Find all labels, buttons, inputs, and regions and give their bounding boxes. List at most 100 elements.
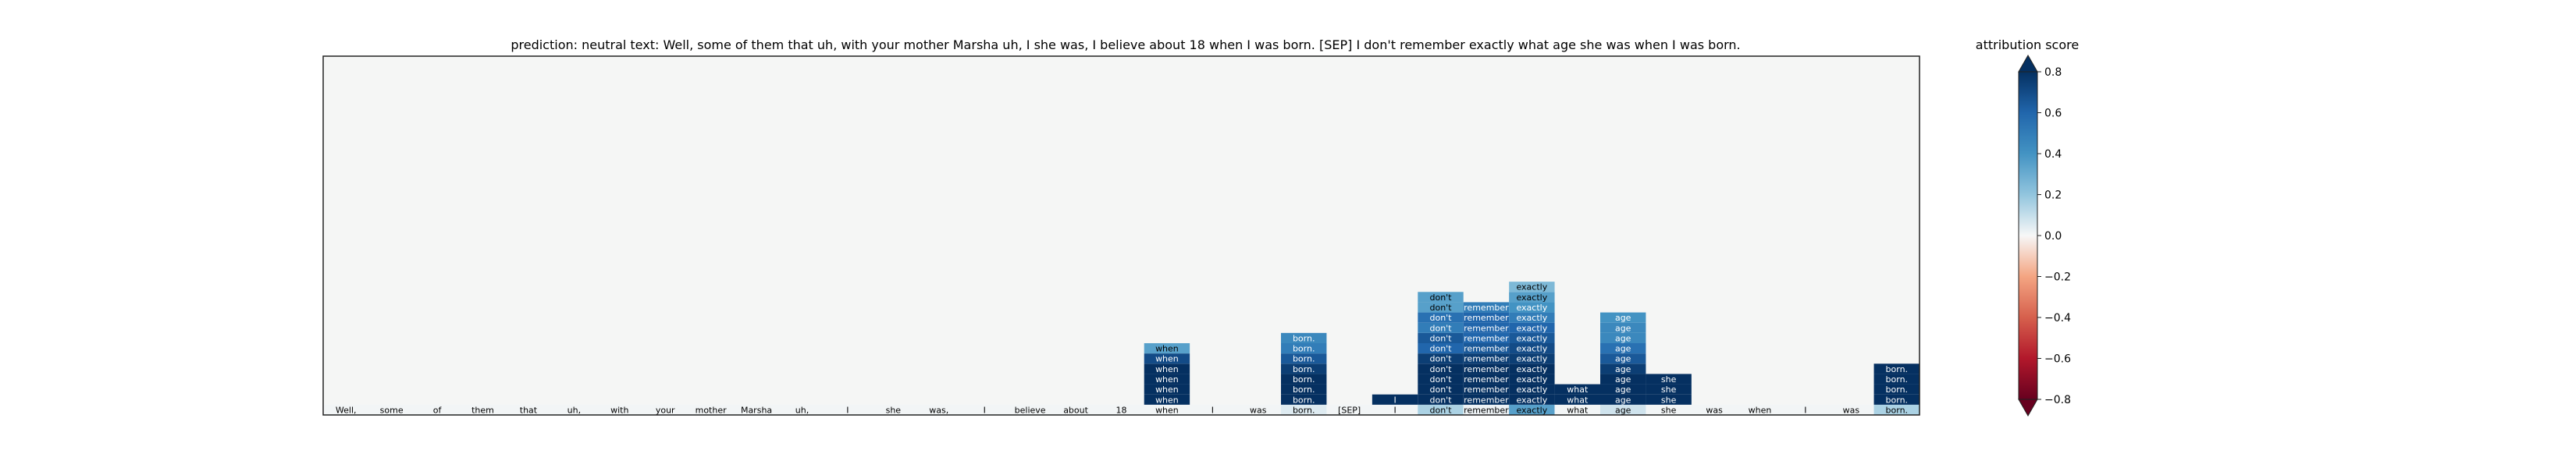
token-28-row-3-label: age	[1615, 374, 1631, 385]
token-3-label: them	[471, 405, 494, 415]
token-25-row-5-label: remember	[1464, 354, 1509, 364]
token-34-row-2-label: born.	[1886, 385, 1909, 395]
token-31-label: when	[1749, 405, 1772, 415]
colorbar-tick-label: −0.4	[2044, 312, 2071, 324]
token-24-row-5-cell	[1418, 353, 1464, 364]
token-24-row-5-label: don't	[1429, 354, 1452, 364]
token-4-cell	[505, 404, 552, 415]
token-29-row-2-cell	[1646, 384, 1692, 395]
chart-title: prediction: neutral text: Well, some of …	[511, 37, 1740, 52]
token-24-row-9-cell	[1418, 312, 1464, 323]
token-28-row-5-cell	[1600, 353, 1646, 364]
token-21-row-3-label: born.	[1293, 374, 1315, 385]
token-32-cell	[1782, 404, 1829, 415]
token-24-row-10-label: don't	[1429, 303, 1452, 313]
token-15-cell	[1007, 404, 1053, 415]
token-25-row-9-cell	[1463, 312, 1510, 323]
token-18-row-6-cell	[1144, 343, 1190, 354]
token-21-row-3-cell	[1281, 374, 1327, 385]
token-19-cell	[1190, 404, 1236, 415]
token-8-cell	[688, 404, 734, 415]
token-34-row-2-cell	[1873, 384, 1920, 395]
token-13-cell	[916, 404, 962, 415]
token-26-row-4-label: exactly	[1516, 364, 1547, 374]
token-29-row-3-cell	[1646, 374, 1692, 385]
token-23-cell	[1372, 404, 1418, 415]
token-25-row-4-label: remember	[1464, 364, 1509, 374]
token-26-row-9-label: exactly	[1516, 313, 1547, 323]
token-15-label: believe	[1015, 405, 1046, 415]
token-18-label: when	[1155, 405, 1179, 415]
token-24-row-8-label: don't	[1429, 323, 1452, 333]
token-18-row-1-label: when	[1155, 395, 1179, 405]
token-17-cell	[1098, 404, 1144, 415]
token-25-row-10-cell	[1463, 302, 1510, 313]
token-21-cell	[1281, 404, 1327, 415]
token-26-row-12-label: exactly	[1516, 282, 1547, 292]
token-25-row-7-cell	[1463, 332, 1510, 343]
token-30-label: was	[1706, 405, 1723, 415]
colorbar-ticks: 0.8 0.6 0.4 0.2 0.0 −0.2 −0.4 −0.6 −0.8	[2037, 66, 2071, 406]
token-23-label: I	[1393, 405, 1396, 415]
token-26-label: exactly	[1516, 405, 1547, 415]
token-27-label: what	[1567, 405, 1589, 415]
token-26-row-9-cell	[1509, 312, 1555, 323]
heatmap-frame	[322, 55, 1920, 416]
token-21-row-7-label: born.	[1293, 333, 1315, 343]
token-27-row-1-cell	[1554, 394, 1600, 405]
token-25-row-5-cell	[1463, 353, 1510, 364]
token-27-row-1-label: what	[1567, 395, 1589, 405]
token-24-row-10-cell	[1418, 302, 1464, 313]
token-20-label: was	[1250, 405, 1267, 415]
token-28-row-2-cell	[1600, 384, 1646, 395]
colorbar-extend-top	[2018, 54, 2038, 73]
token-14-cell	[962, 404, 1008, 415]
token-25-label: remember	[1464, 405, 1509, 415]
heatmap-cells: Well, some of them that uh, with your mother Mars…	[323, 282, 1920, 415]
token-13-label: was,	[929, 405, 948, 415]
token-28-cell	[1600, 404, 1646, 415]
token-4-label: that	[520, 405, 538, 415]
token-21-row-1-cell	[1281, 394, 1327, 405]
token-28-row-9-label: age	[1615, 313, 1631, 323]
token-25-row-7-label: remember	[1464, 333, 1509, 343]
token-26-row-7-label: exactly	[1516, 333, 1547, 343]
token-26-row-3-label: exactly	[1516, 374, 1547, 385]
token-34-row-4-label: born.	[1886, 364, 1909, 374]
token-21-row-2-label: born.	[1293, 385, 1315, 395]
token-9-label: Marsha	[741, 405, 772, 415]
token-26-row-8-label: exactly	[1516, 323, 1547, 333]
token-34-row-4-cell	[1873, 363, 1920, 374]
token-25-cell	[1463, 404, 1510, 415]
token-24-row-1-label: don't	[1429, 395, 1452, 405]
token-24-row-4-cell	[1418, 363, 1464, 374]
token-18-row-1-cell	[1144, 394, 1190, 405]
token-24-row-1-cell	[1418, 394, 1464, 405]
token-9-cell	[733, 404, 780, 415]
token-25-row-9-label: remember	[1464, 313, 1509, 323]
token-18-row-2-cell	[1144, 384, 1190, 395]
token-28-row-5-label: age	[1615, 354, 1631, 364]
token-26-row-6-label: exactly	[1516, 344, 1547, 354]
colorbar-extend-bottom	[2018, 399, 2038, 417]
token-28-row-1-label: age	[1615, 395, 1631, 405]
heatmap-background	[323, 56, 1920, 415]
token-32-label: I	[1804, 405, 1806, 415]
token-2-label: of	[433, 405, 443, 415]
token-25-row-1-cell	[1463, 394, 1510, 405]
token-24-label: don't	[1429, 405, 1452, 415]
token-24-row-11-label: don't	[1429, 292, 1452, 303]
token-18-cell	[1144, 404, 1190, 415]
token-26-row-6-cell	[1509, 343, 1555, 354]
token-29-row-1-cell	[1646, 394, 1692, 405]
token-26-row-1-label: exactly	[1516, 395, 1547, 405]
token-6-label: with	[610, 405, 628, 415]
token-26-row-7-cell	[1509, 332, 1555, 343]
token-28-label: age	[1615, 405, 1631, 415]
token-22-cell	[1326, 404, 1372, 415]
token-3-cell	[460, 404, 506, 415]
token-25-row-3-cell	[1463, 374, 1510, 385]
token-25-row-8-cell	[1463, 322, 1510, 333]
token-27-row-2-cell	[1554, 384, 1600, 395]
token-18-row-6-label: when	[1155, 344, 1179, 354]
